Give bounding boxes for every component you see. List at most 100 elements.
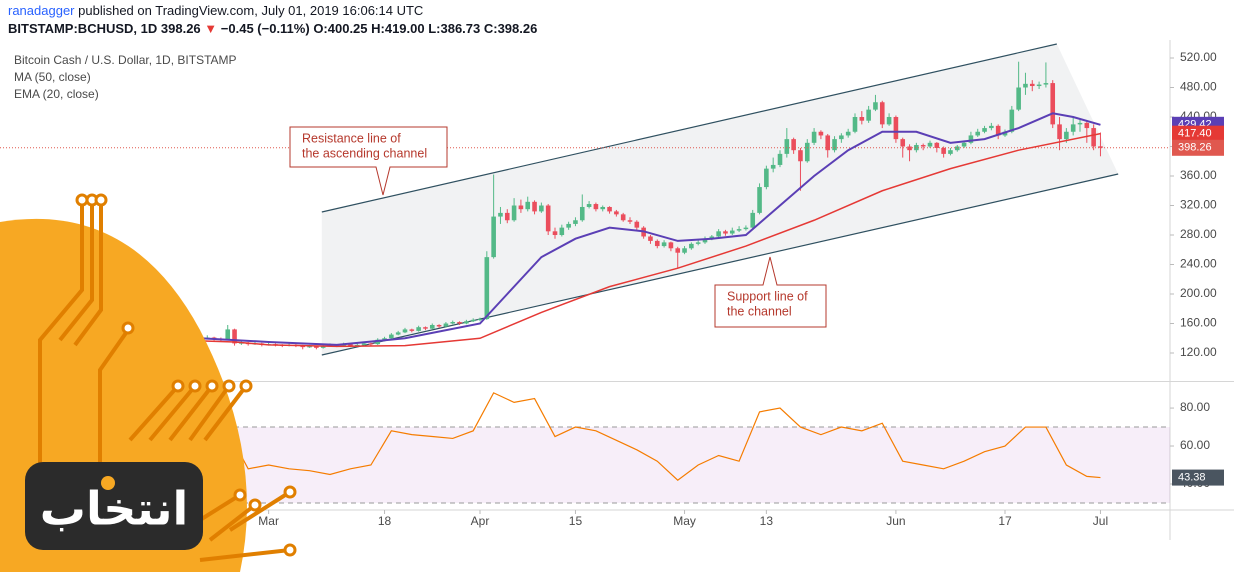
candle-body	[1084, 122, 1090, 129]
candle-body	[873, 102, 878, 110]
candle-body	[982, 128, 987, 132]
candle-body	[416, 327, 421, 331]
rsi-line	[105, 392, 1101, 481]
candle-body	[1070, 124, 1076, 132]
candle-body	[307, 346, 312, 348]
y-tick-label: 520.00	[1180, 50, 1217, 64]
candle-body	[579, 206, 585, 221]
y-tick-label: 320.00	[1180, 198, 1217, 212]
candle-body	[348, 344, 353, 346]
arrow: ▼	[204, 21, 217, 36]
candle-body	[450, 322, 456, 324]
candle-body	[879, 102, 885, 125]
candle-body	[1098, 146, 1103, 148]
candle-body	[736, 229, 742, 231]
candle-body	[668, 242, 674, 249]
logo-text: انتخاب	[40, 482, 188, 536]
annotation-box	[289, 126, 448, 196]
candle-body	[443, 323, 449, 327]
candle-body	[423, 327, 428, 329]
candle-body	[1057, 124, 1062, 140]
candle-body	[382, 338, 387, 340]
pane-title: Bitcoin Cash / U.S. Dollar, 1D, BITSTAMP	[14, 53, 237, 67]
candle-body	[804, 142, 810, 162]
candle-body	[232, 329, 237, 344]
x-tick-label: Apr	[471, 514, 490, 528]
price-tag	[1172, 125, 1224, 142]
candle-body	[1077, 122, 1083, 125]
candle-body	[914, 145, 919, 151]
candle-body	[702, 238, 708, 243]
price-tag-label: 417.40	[1178, 128, 1212, 140]
candle-body	[1016, 87, 1021, 110]
logo-box	[25, 462, 203, 550]
candle-body	[770, 164, 776, 169]
candle-body	[920, 145, 926, 147]
candle-body	[368, 343, 374, 345]
candle-body	[1029, 83, 1035, 87]
candle-body	[750, 212, 756, 228]
candle-body	[1064, 131, 1069, 140]
candle-body	[900, 139, 906, 147]
quote-line: BITSTAMP:BCHUSD, 1D 398.26 ▼ −0.45 (−0.1…	[8, 21, 537, 36]
x-tick-label: May	[673, 514, 696, 528]
candle-body	[354, 344, 360, 346]
candle-body	[675, 248, 681, 253]
symbol: BITSTAMP:BCHUSD, 1D	[8, 21, 157, 36]
candle-body	[825, 135, 831, 151]
candle-body	[573, 220, 578, 224]
candle-body	[934, 142, 940, 148]
x-tick-label: 15	[569, 514, 583, 528]
circuit-nodes	[75, 193, 297, 557]
y-tick-label: 160.00	[1180, 316, 1217, 330]
candle-body	[484, 257, 490, 320]
candle-body	[757, 187, 762, 213]
candle-body	[375, 339, 381, 345]
candle-body	[716, 231, 721, 237]
candle-body	[1043, 83, 1049, 85]
rsi-tag	[1172, 469, 1224, 486]
candle-body	[975, 131, 981, 136]
change: −0.45 (−0.11%)	[221, 21, 310, 36]
author: ranadagger	[8, 3, 75, 18]
candle-body	[852, 117, 858, 132]
candle-body	[491, 216, 496, 258]
candle-body	[504, 212, 510, 221]
candle-body	[941, 147, 946, 154]
candle-body	[1023, 83, 1028, 88]
overlay-line	[104, 112, 1101, 351]
candle-body	[511, 205, 517, 221]
candle-body	[723, 231, 728, 234]
candle-body	[607, 206, 612, 212]
candle-body	[729, 230, 735, 234]
x-tick-label: Jul	[1093, 514, 1108, 528]
candle-body	[968, 135, 974, 143]
candle-body	[695, 242, 701, 244]
candle-body	[470, 319, 476, 322]
candle-body	[525, 201, 531, 210]
ohlc: O:400.25 H:419.00 L:386.73 C:398.26	[313, 21, 537, 36]
candle-body	[593, 204, 599, 210]
candle-body	[859, 117, 865, 121]
overlay-line	[104, 132, 1101, 348]
rsi-tag-label: 43.38	[1178, 471, 1206, 483]
x-tick-label: 13	[760, 514, 774, 528]
candle-body	[539, 205, 544, 212]
candle-body	[1009, 109, 1015, 132]
y-tick-label: 200.00	[1180, 286, 1217, 300]
y-tick-label: 480.00	[1180, 80, 1217, 94]
candle-body	[743, 227, 749, 230]
candle-body	[559, 227, 565, 236]
candle-body	[586, 204, 592, 207]
x-tick-label: Mar	[258, 514, 279, 528]
candle-body	[784, 139, 790, 154]
annotation-text: the channel	[727, 304, 792, 318]
candle-body	[907, 146, 912, 151]
candle-body	[893, 117, 899, 140]
x-tick-label: Jun	[886, 514, 905, 528]
x-tick-label: 17	[998, 514, 1012, 528]
legend-entry: EMA (20, close)	[14, 87, 99, 101]
y-tick-label: 240.00	[1180, 257, 1217, 271]
